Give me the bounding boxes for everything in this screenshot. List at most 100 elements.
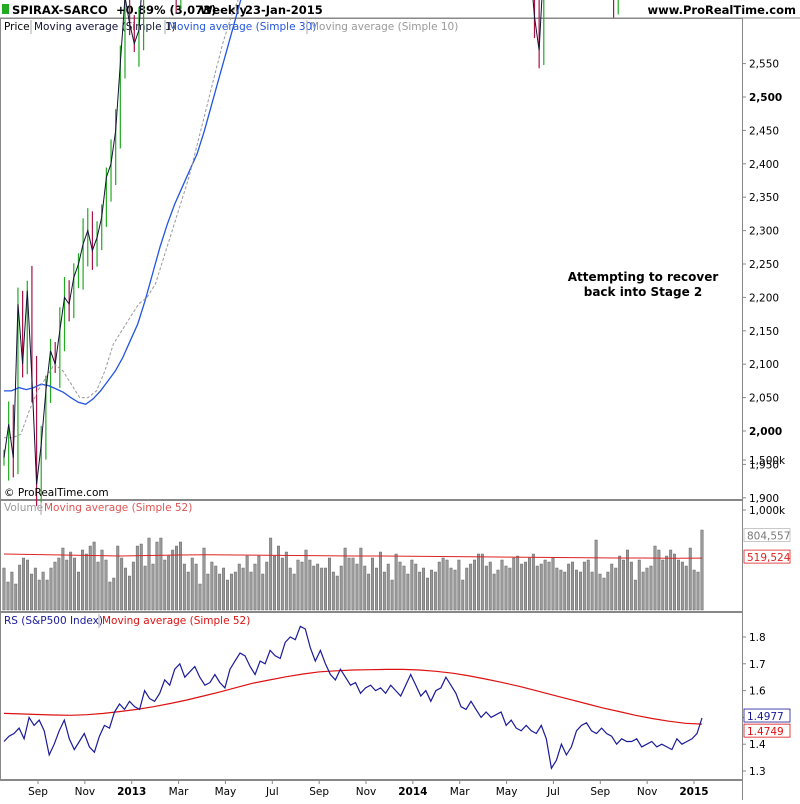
volume-bar [2,567,6,611]
volume-bar [175,545,179,611]
volume-bar [367,573,371,611]
legend-ma10: Moving average (Simple 10) [310,21,458,33]
rs-lines [3,625,703,770]
x-axis-label: Nov [637,786,658,798]
x-axis-label: Nov [75,786,96,798]
volume-bar [33,567,37,611]
volume-bar [484,565,488,611]
volume-bar [402,565,406,611]
rs-legend: RS (S&P500 Index) Moving average (Simple… [4,614,250,628]
volume-bar [626,549,629,611]
volume-bar [398,561,402,611]
volume-bar [449,567,453,611]
volume-bar [386,563,390,611]
volume-bar [229,573,233,611]
volume-bar [418,571,422,611]
volume-bar [37,579,41,611]
rs-axis-label: 1.6 [749,686,766,698]
volume-bar [555,567,559,611]
legend-rs: RS (S&P500 Index) [4,615,103,627]
volume-bar [665,555,669,611]
rs-ma-badge-box [743,723,791,738]
volume-bar [182,563,186,611]
volume-bar [178,541,182,611]
legend-ma1: Moving average (Simple 1) [34,21,176,33]
price-axis-label: 2,200 [749,292,779,304]
volume-bar [131,561,135,611]
volume-bar [214,565,218,611]
volume-bar [245,555,249,611]
volume-bar [539,563,543,611]
ticker-label: SPIRAX-SARCO [12,3,108,17]
ma30-line [4,0,242,406]
volume-bar [371,557,374,611]
volume-bar [618,555,622,611]
volume-bar [579,571,582,611]
volume-bar [171,549,175,611]
volume-bar [241,567,245,611]
volume-bar [461,579,465,611]
price-axis: 2,550 2,500 2,450 2,400 2,350 2,300 2,250 2,200… [742,59,782,505]
price-axis-label: 2,000 [749,426,782,438]
volume-bar [30,573,33,611]
volume-bar [155,541,159,611]
copyright-label: © ProRealTime.com [4,487,109,499]
rs-axis-label: 1.7 [749,659,766,671]
volume-ma-badge: 519,524 [747,552,791,564]
volume-bar [390,579,394,611]
volume-bar [347,557,351,611]
price-axis-label: 2,400 [749,159,779,171]
volume-bar [504,565,508,611]
rs-panel-frame [0,612,743,780]
x-axis-label: Sep [309,786,329,798]
period-label: Weekly [200,3,247,17]
volume-bar [108,581,112,611]
x-axis-label: May [215,786,237,798]
volume-bar [304,549,308,611]
volume-bar [524,561,527,611]
volume-bar [116,545,120,611]
volume-bar [53,561,57,611]
volume-bar [265,561,269,611]
volume-bar [512,557,516,611]
ma10-line [4,0,239,439]
volume-bar [143,565,147,611]
volume-bar [261,573,265,611]
x-axis-label: Nov [356,786,377,798]
volume-bar [496,569,500,611]
price-axis-label: 2,150 [749,326,779,338]
volume-bar [382,571,386,611]
volume-bar [488,561,492,611]
rs-axis-label: 1.4 [749,739,766,751]
volume-bar [351,557,355,611]
volume-bar [567,563,571,611]
volume-bar [602,577,606,611]
legend-price: Price [4,21,30,33]
volume-bar [277,545,280,611]
volume-bar [531,553,535,611]
annotation-line1: Attempting to recover [568,270,719,284]
volume-bar [159,537,163,611]
volume-bar [457,559,461,611]
volume-bar [135,545,139,611]
volume-bar [492,573,496,611]
volume-bar [163,559,167,611]
rs-ma-badge: 1.4749 [747,726,784,738]
volume-bar [629,561,633,611]
volume-bar [571,561,574,611]
volume-bar [328,557,331,611]
volume-bar [194,563,198,611]
volume-axis-label: 1,500k [749,455,786,467]
volume-bar [26,559,29,611]
volume-bar [288,567,292,611]
volume-bar [516,555,520,611]
header: SPIRAX-SARCO +0.89% (3,073) Weekly 23-Ja… [2,3,796,17]
rs-line [3,625,703,770]
volume-bar [308,559,312,611]
volume-bar [535,565,539,611]
x-axis-label: Mar [169,786,189,798]
volume-bar [186,571,190,611]
volume-bar [190,557,194,611]
price-axis-label: 2,450 [749,125,779,137]
